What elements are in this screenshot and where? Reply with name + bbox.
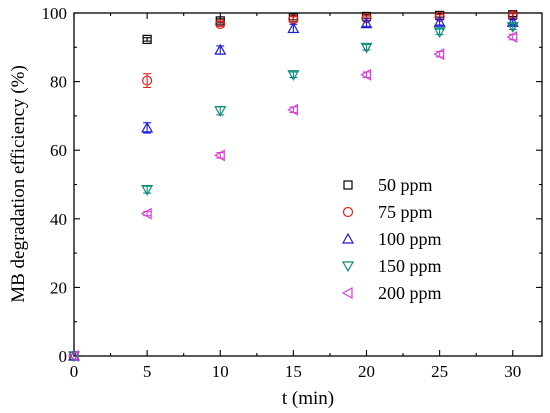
x-axis-title: t (min): [282, 388, 334, 409]
y-tick-label: 80: [50, 73, 67, 92]
legend: 50 ppm 75 ppm 100 ppm 150 ppm 200 ppm: [341, 175, 442, 303]
x-tick-label: 10: [212, 362, 229, 381]
data-point: [433, 48, 445, 61]
plot-frame: [73, 12, 543, 357]
series-100-ppm: [67, 16, 519, 361]
data-point: [215, 18, 226, 30]
legend-label: 200 ppm: [378, 283, 442, 303]
data-point: [141, 121, 154, 133]
data-point: [214, 43, 227, 55]
series-150-ppm: [67, 22, 519, 363]
x-tick-label: 15: [285, 362, 302, 381]
legend-marker: [343, 180, 353, 190]
series-75-ppm: [68, 10, 518, 362]
data-point: [141, 185, 154, 196]
y-tick-label: 40: [50, 210, 67, 229]
y-tick-label: 100: [42, 4, 68, 23]
data-point: [287, 103, 298, 116]
legend-marker: [341, 286, 353, 300]
y-tick-label: 60: [50, 141, 67, 160]
data-point: [140, 207, 152, 220]
data-point: [67, 349, 79, 363]
legend-label: 150 ppm: [378, 256, 442, 276]
x-axis: 0 5 10 15 20 25 30: [70, 13, 521, 381]
data-point: [506, 22, 519, 33]
data-point: [142, 75, 153, 86]
data-point: [214, 149, 225, 162]
x-tick-label: 20: [358, 362, 375, 381]
data-point: [287, 70, 300, 81]
legend-item: 150 ppm: [341, 256, 442, 276]
y-tick-label: 0: [59, 347, 68, 366]
plot-area: [73, 12, 543, 357]
data-point: [360, 68, 372, 81]
data-point: [433, 27, 446, 39]
legend-item: 200 ppm: [341, 283, 442, 303]
data-point: [142, 34, 152, 45]
y-tick-label: 20: [50, 278, 67, 297]
legend-item: 50 ppm: [343, 175, 433, 195]
legend-label: 75 ppm: [378, 202, 433, 222]
data-point: [360, 17, 373, 29]
series-layer: [67, 10, 519, 363]
legend-marker: [341, 232, 355, 244]
data-point: [506, 30, 518, 44]
legend-label: 100 ppm: [378, 229, 442, 249]
data-point: [433, 16, 446, 27]
series-50-ppm: [69, 10, 518, 361]
y-axis: 0 20 40 60 80 100: [42, 4, 542, 366]
x-tick-label: 30: [504, 362, 521, 381]
y-axis-title: MB degradation efficiency (%): [8, 65, 29, 303]
data-point: [360, 42, 373, 54]
x-tick-label: 0: [70, 362, 79, 381]
x-tick-label: 5: [143, 362, 152, 381]
legend-label: 50 ppm: [378, 175, 433, 195]
legend-marker: [341, 261, 355, 273]
data-point: [287, 22, 300, 34]
legend-item: 75 ppm: [342, 202, 433, 222]
data-point: [214, 106, 227, 117]
data-point: [67, 351, 81, 363]
legend-marker: [342, 206, 354, 218]
series-200-ppm: [67, 30, 518, 363]
x-tick-label: 25: [431, 362, 448, 381]
legend-item: 100 ppm: [341, 229, 442, 249]
